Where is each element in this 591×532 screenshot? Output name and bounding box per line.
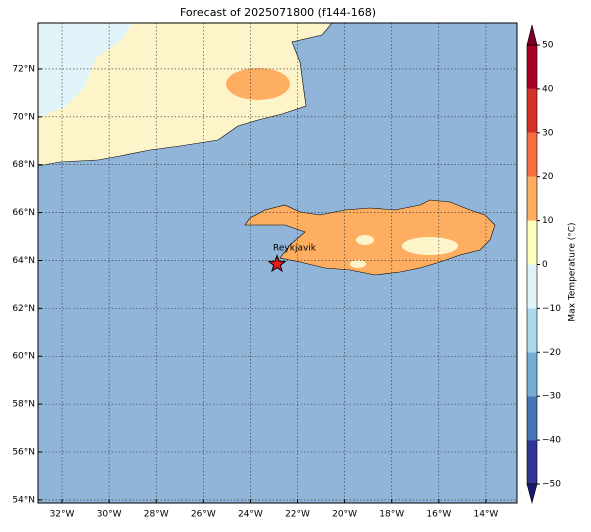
- x-tick-label: 30°W: [97, 510, 122, 520]
- greenland-ice: [38, 23, 132, 118]
- cool-patch: [402, 237, 458, 255]
- colorbar-bin: [527, 176, 537, 221]
- x-tick-label: 22°W: [285, 510, 310, 520]
- colorbar-bin: [527, 88, 537, 133]
- y-tick-label: 60°N: [12, 352, 35, 362]
- colorbar-tick-label: 40: [542, 84, 554, 94]
- x-tick-label: 18°W: [379, 510, 404, 520]
- x-tick-label: 26°W: [191, 510, 216, 520]
- colorbar-bin: [527, 440, 537, 484]
- colorbar-tick-label: 20: [542, 172, 554, 182]
- chart-title: Forecast of 2025071800 (f144-168): [180, 6, 376, 19]
- colorbar-tick-label: 10: [542, 216, 554, 226]
- colorbar-tick-label: −10: [542, 304, 561, 314]
- y-tick-label: 70°N: [12, 112, 35, 122]
- greenland-land: [38, 23, 333, 167]
- y-tick-label: 66°N: [12, 208, 35, 218]
- y-tick-label: 64°N: [12, 256, 35, 266]
- colorbar-bin: [527, 264, 537, 309]
- colorbar-bin: [527, 308, 537, 353]
- x-tick-label: 20°W: [332, 510, 357, 520]
- colorbar-over: [526, 24, 538, 46]
- y-tick-label: 62°N: [12, 304, 35, 314]
- city-marker: [267, 254, 287, 273]
- y-tick-label: 68°N: [12, 160, 35, 170]
- colorbar-tick-label: 0: [542, 260, 548, 270]
- city-label: Reykjavik: [273, 244, 317, 254]
- x-tick-label: 14°W: [473, 510, 498, 520]
- y-tick-label: 56°N: [12, 448, 35, 458]
- x-tick-label: 28°W: [144, 510, 169, 520]
- colorbar-bin: [527, 132, 537, 177]
- colorbar-bin: [527, 396, 537, 441]
- x-tick-label: 16°W: [426, 510, 451, 520]
- y-tick-label: 72°N: [12, 64, 35, 74]
- frame: [37, 22, 518, 504]
- warm-patch: [226, 68, 290, 100]
- colorbar-bin: [527, 352, 537, 397]
- cool-patch: [350, 260, 366, 268]
- colorbar-tick-label: −50: [542, 480, 561, 490]
- y-tick-label: 58°N: [12, 400, 35, 410]
- colorbar-bin: [527, 220, 537, 265]
- colorbar-tick-label: −30: [542, 392, 561, 402]
- colorbar-under: [526, 483, 538, 505]
- cool-patch: [356, 235, 374, 245]
- colorbar-tick-label: −20: [542, 348, 561, 358]
- x-tick-label: 32°W: [50, 510, 75, 520]
- colorbar-label: Max Temperature (°C): [568, 222, 578, 321]
- x-tick-label: 24°W: [238, 510, 263, 520]
- colorbar-tick-label: 50: [542, 41, 554, 51]
- colorbar-tick-label: 30: [542, 128, 554, 138]
- colorbar-tick-label: −40: [542, 436, 561, 446]
- y-tick-label: 54°N: [12, 495, 35, 505]
- colorbar-bin: [527, 45, 537, 89]
